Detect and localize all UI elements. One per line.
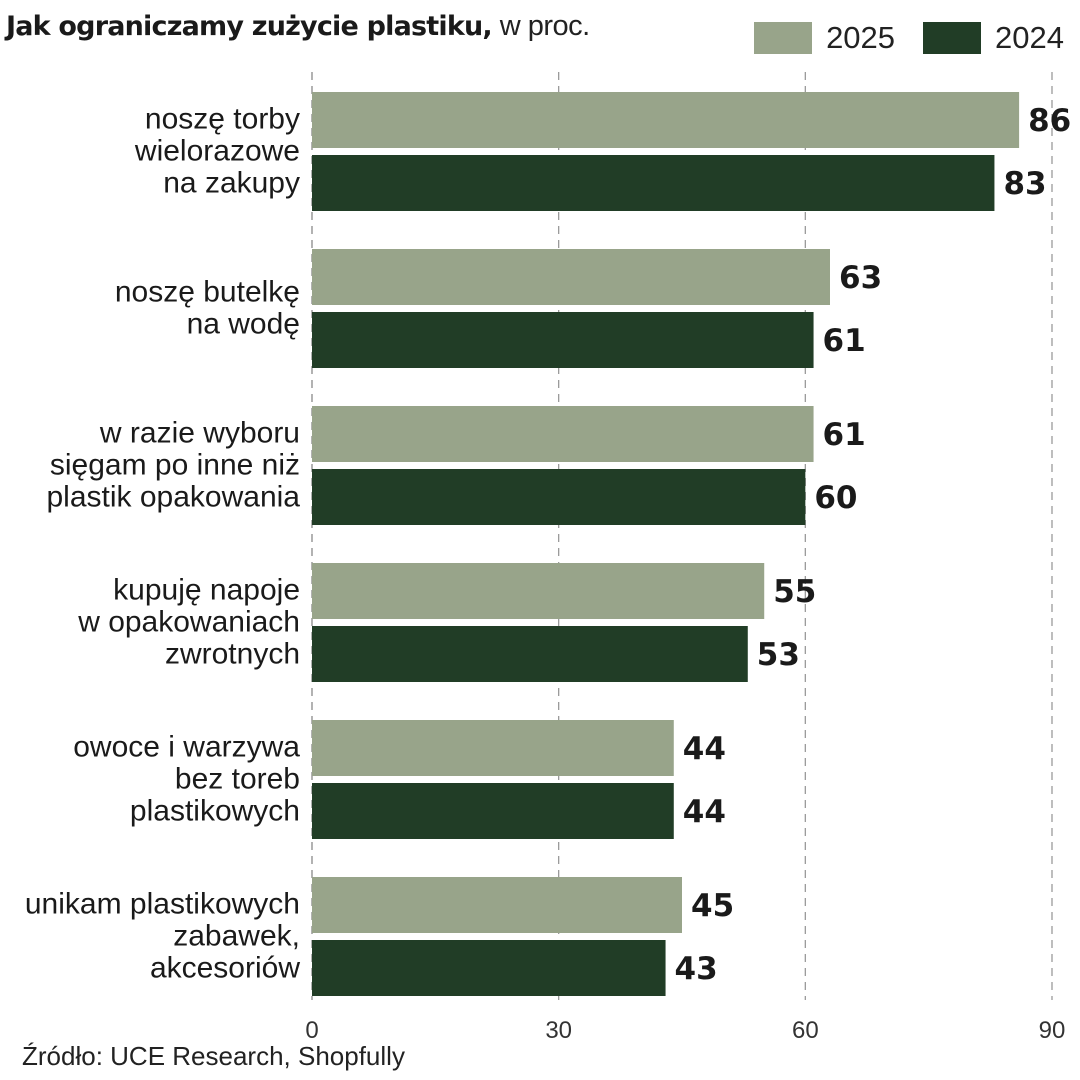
legend-label-2025: 2025 [826,20,896,55]
data-label-2025-3: 61 [823,417,866,453]
chart-title-main: Jak ograniczamy zużycie plastiku, [6,11,493,42]
category-label-line: unikam plastikowych [25,888,300,921]
category-label-line: noszę butelkę [115,276,300,309]
data-label-2024-6: 43 [675,951,718,987]
x-tick-label-90: 90 [1039,1017,1066,1044]
data-label-2024-5: 44 [683,794,726,830]
bar-2024-4 [312,626,748,682]
category-label-line: kupuję napoje [113,574,300,607]
category-label-line: zwrotnych [165,638,300,671]
category-label-5: owoce i warzywa bez toreb plastikowych [73,731,300,828]
data-label-2025-6: 45 [691,888,734,924]
grid-lines [311,72,1053,1000]
category-label-line: na zakupy [163,167,300,200]
x-axis-ticks: 0 30 60 90 [305,1017,1065,1044]
category-label-1: noszę torby wielorazowe na zakupy [134,103,300,200]
legend: 2025 2024 [754,20,1064,56]
chart-title: Jak ograniczamy zużycie plastiku, w proc… [6,8,590,45]
bar-2024-2 [312,312,814,368]
category-label-line: akcesoriów [150,952,300,985]
category-label-2: noszę butelkę na wodę [115,276,300,341]
legend-swatch-2025 [754,22,813,54]
legend-label-2024: 2024 [995,20,1064,55]
category-label-line: wielorazowe [134,135,300,168]
data-label-2025-5: 44 [683,731,726,767]
legend-item-2024: 2024 [923,20,1064,56]
chart-title-unit: w proc. [499,10,590,42]
category-label-line: zabawek, [173,920,300,953]
data-label-2024-3: 60 [814,480,857,516]
bars: 86 83 63 61 61 60 55 53 44 44 45 43 [312,92,1071,996]
bar-2025-3 [312,406,814,462]
category-label-line: na wodę [187,308,300,341]
x-tick-label-30: 30 [545,1017,572,1044]
bar-2025-1 [312,92,1020,148]
bar-2024-3 [312,469,806,525]
bar-2025-6 [312,877,682,933]
bar-2025-5 [312,720,674,776]
x-tick-label-60: 60 [792,1017,819,1044]
category-label-line: plastik opakowania [47,481,301,514]
legend-swatch-2024 [923,22,982,54]
bar-2024-1 [312,155,995,211]
category-label-line: noszę torby [145,103,300,136]
category-label-3: w razie wyboru sięgam po inne niż plastik … [47,417,301,514]
data-label-2025-2: 63 [839,260,882,296]
bar-2024-5 [312,783,674,839]
category-label-6: unikam plastikowych zabawek, akcesoriów [25,888,300,985]
data-label-2025-4: 55 [773,574,816,610]
category-labels: noszę torby wielorazowe na zakupy noszę but… [25,103,300,985]
category-label-line: plastikowych [130,795,300,828]
bar-2025-4 [312,563,765,619]
data-label-2024-1: 83 [1003,166,1046,202]
category-label-4: kupuję napoje w opakowaniach zwrotnych [77,574,300,671]
source-note: Źródło: UCE Research, Shopfully [22,1041,405,1071]
category-label-line: w razie wyboru [99,417,300,450]
x-tick-label-0: 0 [305,1017,318,1044]
bar-2025-2 [312,249,830,305]
category-label-line: bez toreb [175,763,300,796]
category-label-line: sięgam po inne niż [50,449,300,482]
legend-item-2025: 2025 [754,20,895,56]
data-label-2025-1: 86 [1028,103,1071,139]
data-label-2024-2: 61 [823,323,866,359]
data-label-2024-4: 53 [757,637,800,673]
category-label-line: owoce i warzywa [73,731,300,764]
bar-2024-6 [312,940,666,996]
category-label-line: w opakowaniach [77,606,300,639]
